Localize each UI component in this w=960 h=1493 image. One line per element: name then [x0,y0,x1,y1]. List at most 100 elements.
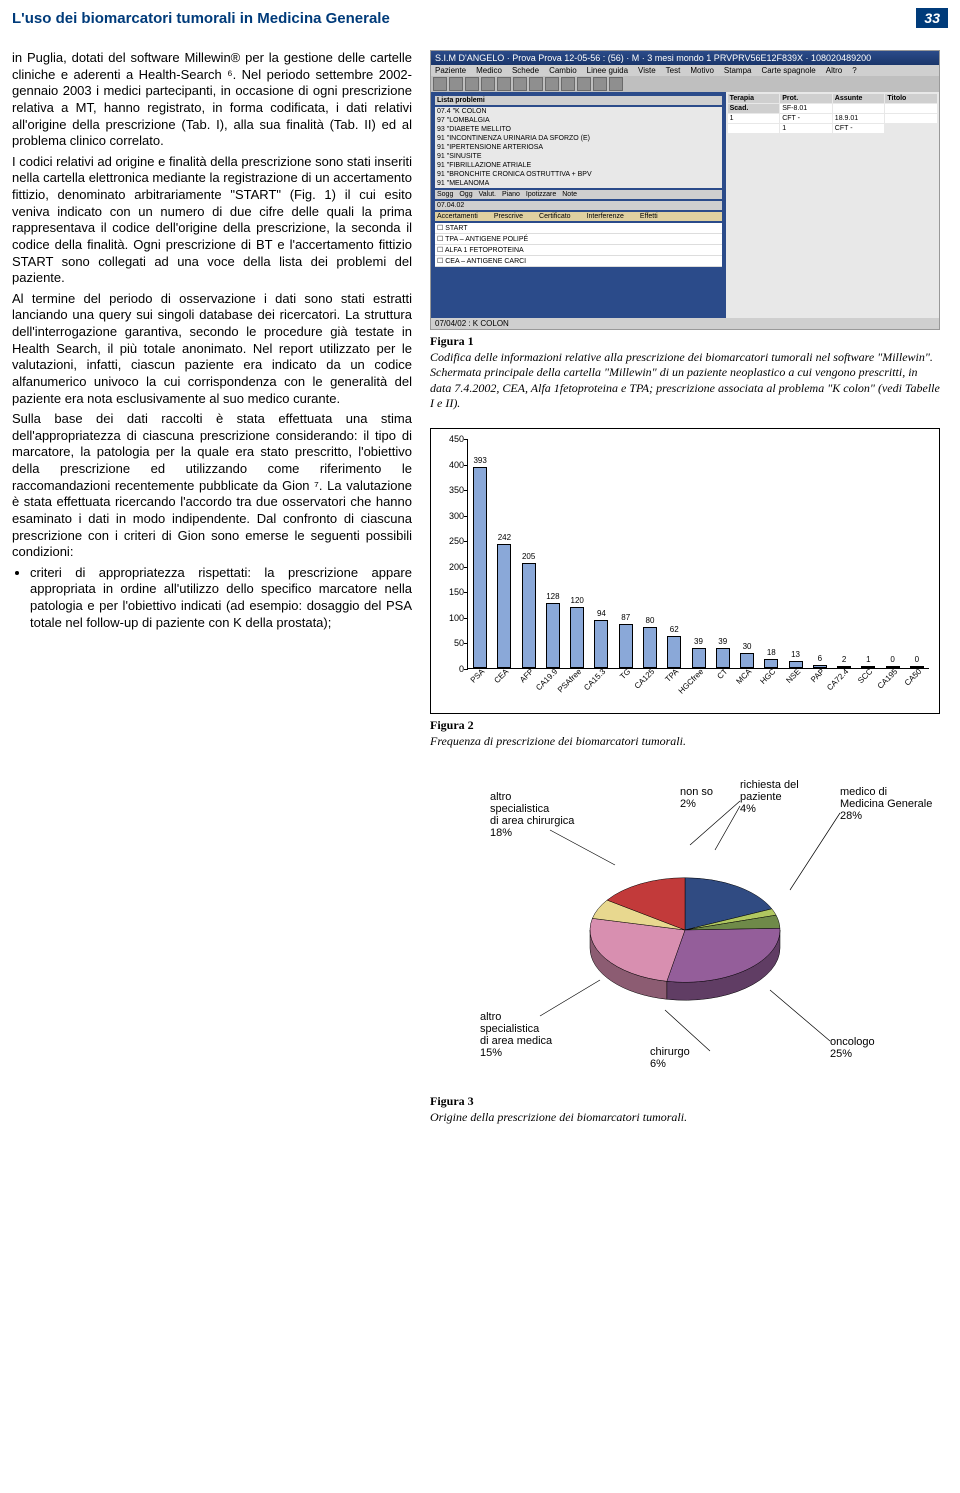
menu-item[interactable]: Linee guida [587,66,628,75]
para-3: Al termine del periodo di osservazione i… [12,291,412,407]
ytick-label: 400 [438,460,464,470]
menu-item[interactable]: ? [852,66,856,75]
tab[interactable]: Piano [502,191,520,198]
menu-item[interactable]: Carte spagnole [761,66,815,75]
problem-item[interactable]: 91 "MELANOMA [435,179,722,188]
bar: 39 [692,648,706,668]
fig3-caption-text: Origine della prescrizione dei biomarcat… [430,1110,687,1124]
ytick-line [464,567,468,568]
bar: 205 [522,563,536,668]
bar-value: 18 [767,648,776,657]
bar: 242 [497,544,511,668]
ytick-label: 50 [438,638,464,648]
scr-tabs: Sogg Ogg Valut. Piano Ipotizzare Note [435,190,722,199]
tab[interactable]: Ipotizzare [526,191,556,198]
problem-item[interactable]: 91 "FIBRILLAZIONE ATRIALE [435,161,722,170]
fig2-label: Figura 2 [430,718,474,732]
bar-value: 30 [743,642,752,651]
menu-item[interactable]: Schede [512,66,539,75]
scr-right-panel: TerapiaProt.AssunteTitoloScad.SF-8.011CF… [726,92,939,318]
problem-item[interactable]: 97 "LOMBALGIA [435,116,722,125]
fig2-caption-text: Frequenza di prescrizione dei biomarcato… [430,734,686,748]
ytick-line [464,541,468,542]
right-cell: 1 [780,124,832,133]
acc-date: 07.04.02 [435,201,722,210]
problem-item[interactable]: 91 "BRONCHITE CRONICA OSTRUTTIVA + BPV [435,170,722,179]
right-cell [885,114,937,123]
ytick-line [464,592,468,593]
pie-label: non so2% [680,786,713,810]
pie-label: altrospecialisticadi area chirurgica18% [490,791,575,839]
problem-item[interactable]: 91 "IPERTENSIONE ARTERIOSA [435,143,722,152]
pie-leader [550,830,615,865]
menu-item[interactable]: Altro [826,66,842,75]
bar-value: 80 [646,616,655,625]
bar: 94 [594,620,608,668]
toolbar-button[interactable] [577,77,591,91]
right-col-header: Assunte [833,94,885,103]
menu-item[interactable]: Test [666,66,681,75]
para-4: Sulla base dei dati raccolti è stata eff… [12,411,412,561]
tab[interactable]: Ogg [459,191,472,198]
bar-value: 6 [818,654,822,663]
scr-left-panel: Lista problemi 07.4 "K COLON97 "LOMBALGI… [431,92,726,318]
tab[interactable]: Valut. [479,191,496,198]
toolbar-button[interactable] [433,77,447,91]
ytick-line [464,643,468,644]
bar-value: 0 [890,655,894,664]
para-1: in Puglia, dotati del software Millewin®… [12,50,412,150]
problem-item[interactable]: 91 "INCONTINENZA URINARIA DA SFORZO (E) [435,134,722,143]
figure-2: 050100150200250300350400450393PSA242CEA2… [430,428,940,749]
right-col-header: Prot. [780,94,832,103]
menu-item[interactable]: Medico [476,66,502,75]
menu-item[interactable]: Cambio [549,66,577,75]
problem-item[interactable]: 91 "SINUSITE [435,152,722,161]
ytick-label: 100 [438,613,464,623]
toolbar-button[interactable] [497,77,511,91]
menu-item[interactable]: Viste [638,66,656,75]
toolbar-button[interactable] [545,77,559,91]
bar-value: 87 [621,613,630,622]
acc-header: AccertamentiPrescriveCertificatoInterfer… [435,212,722,221]
ytick-line [464,439,468,440]
bar: 62 [667,636,681,668]
figure-3-caption: Figura 3 Origine della prescrizione dei … [430,1094,940,1125]
acc-row[interactable]: ☐ CEA – ANTIGENE CARCI [435,256,722,267]
pie-leader [790,813,840,890]
menu-item[interactable]: Paziente [435,66,466,75]
ytick-label: 200 [438,562,464,572]
pie-chart: altrospecialisticadi area chirurgica18% n… [430,765,940,1090]
acc-row[interactable]: ☐ TPA – ANTIGENE POLIPÉ [435,234,722,245]
bar: 30 [740,653,754,668]
toolbar-button[interactable] [513,77,527,91]
bar: 120 [570,607,584,668]
toolbar-button[interactable] [481,77,495,91]
tab[interactable]: Note [562,191,577,198]
problem-item[interactable]: 07.4 "K COLON [435,107,722,116]
pie-label: oncologo25% [830,1036,875,1060]
toolbar-button[interactable] [465,77,479,91]
toolbar-button[interactable] [449,77,463,91]
problems-header: Lista problemi [435,96,722,105]
ytick-line [464,618,468,619]
acc-row[interactable]: ☐ ALFA 1 FETOPROTEINA [435,245,722,256]
problem-item[interactable]: 93 "DIABETE MELLITO [435,125,722,134]
toolbar-button[interactable] [593,77,607,91]
scr-footer: 07/04/02 : K COLON [431,318,939,329]
bar: 87 [619,624,633,668]
toolbar-button[interactable] [529,77,543,91]
menu-item[interactable]: Motivo [690,66,714,75]
acc-col-header: Accertamenti [437,213,478,220]
bar-value: 2 [842,655,846,664]
scr-menubar: Paziente Medico Schede Cambio Linee guida Vis… [431,65,939,76]
tab[interactable]: Sogg [437,191,453,198]
header-title: L'uso dei biomarcatori tumorali in Medic… [12,10,390,27]
toolbar-button[interactable] [609,77,623,91]
menu-item[interactable]: Stampa [724,66,752,75]
acc-row[interactable]: ☐ START [435,223,722,234]
toolbar-button[interactable] [561,77,575,91]
pie-leader [665,1010,710,1051]
right-cell [728,124,780,133]
figure-2-caption: Figura 2 Frequenza di prescrizione dei b… [430,718,940,749]
bar-value: 13 [791,650,800,659]
